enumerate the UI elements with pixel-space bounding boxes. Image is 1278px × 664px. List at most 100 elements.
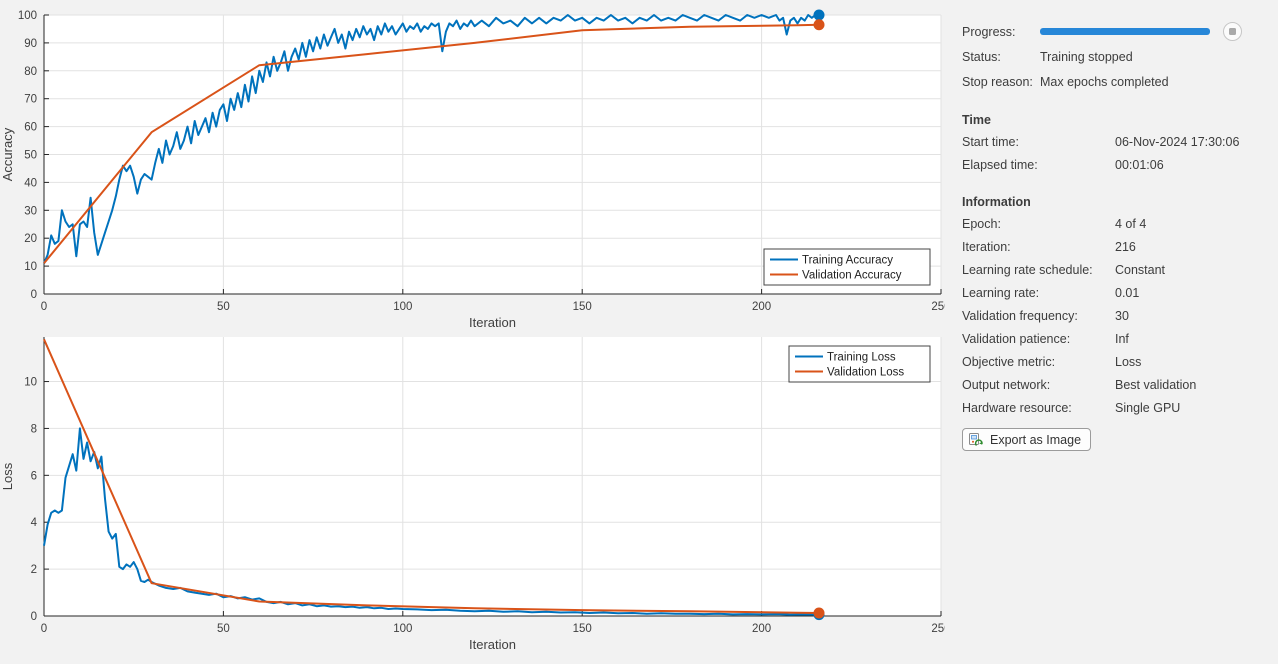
stop-reason-label: Stop reason: <box>962 74 1033 89</box>
legend-entry-0: Training Loss <box>827 352 896 364</box>
legend-box <box>788 345 931 383</box>
series-line-1 <box>43 23 820 264</box>
y-tick-label: 40 <box>24 177 37 189</box>
y-tick-label: 20 <box>24 233 37 245</box>
progress-bar <box>1040 28 1210 35</box>
y-tick-label: 30 <box>24 205 37 217</box>
x-tick-label: 0 <box>41 301 47 313</box>
legend-box <box>763 248 931 286</box>
output-network-label: Output network: <box>962 377 1051 392</box>
series-end-marker-0 <box>813 9 825 21</box>
stop-button[interactable] <box>1223 22 1242 41</box>
export-image-icon <box>969 432 983 446</box>
y-axis-label: Accuracy <box>0 127 15 181</box>
objective-metric-label: Objective metric: <box>962 354 1056 369</box>
x-tick-label: 250 <box>931 301 945 313</box>
iteration-row: Iteration: 216 <box>962 235 1278 258</box>
y-tick-label: 80 <box>24 66 37 78</box>
stop-reason-row: Stop reason: Max epochs completed <box>962 69 1278 94</box>
hardware-resource-value: Single GPU <box>1115 400 1181 415</box>
x-tick-label: 150 <box>573 623 592 635</box>
output-network-value: Best validation <box>1115 377 1197 392</box>
y-tick-label: 2 <box>31 564 37 576</box>
lr-schedule-label: Learning rate schedule: <box>962 262 1093 277</box>
hardware-resource-label: Hardware resource: <box>962 400 1072 415</box>
iteration-value: 216 <box>1115 239 1136 254</box>
x-tick-label: 150 <box>573 301 592 313</box>
y-tick-label: 50 <box>24 150 37 162</box>
objective-metric-row: Objective metric: Loss <box>962 350 1278 373</box>
export-as-image-button[interactable]: Export as Image <box>962 428 1092 451</box>
progress-row: Progress: <box>962 19 1278 44</box>
series-line-0 <box>43 14 819 264</box>
y-tick-label: 90 <box>24 38 37 50</box>
y-tick-label: 100 <box>18 10 37 22</box>
y-tick-label: 6 <box>31 470 37 482</box>
learning-rate-label: Learning rate: <box>962 285 1040 300</box>
status-value: Training stopped <box>1040 49 1133 64</box>
epoch-label: Epoch: <box>962 216 1001 231</box>
x-tick-label: 100 <box>393 301 412 313</box>
x-tick-label: 50 <box>217 301 230 313</box>
objective-metric-value: Loss <box>1115 354 1142 369</box>
validation-patience-value: Inf <box>1115 331 1129 346</box>
lr-schedule-value: Constant <box>1115 262 1166 277</box>
iteration-label: Iteration: <box>962 239 1011 254</box>
validation-patience-label: Validation patience: <box>962 331 1071 346</box>
legend: Training Accuracy Validation Accuracy <box>763 248 931 286</box>
learning-rate-row: Learning rate: 0.01 <box>962 281 1278 304</box>
x-axis-label: Iteration <box>469 315 516 330</box>
legend-entry-1: Validation Loss <box>827 367 904 379</box>
epoch-row: Epoch: 4 of 4 <box>962 212 1278 235</box>
legend-entry-0: Training Accuracy <box>802 255 893 267</box>
stop-reason-value: Max epochs completed <box>1040 74 1169 89</box>
progress-label: Progress: <box>962 24 1016 39</box>
charts-column: 0501001502002500102030405060708090100Ite… <box>0 9 945 652</box>
y-tick-label: 60 <box>24 122 37 134</box>
hardware-resource-row: Hardware resource: Single GPU <box>962 396 1278 419</box>
series-end-marker-1 <box>813 19 825 31</box>
validation-frequency-label: Validation frequency: <box>962 308 1078 323</box>
start-time-label: Start time: <box>962 134 1019 149</box>
y-tick-label: 8 <box>31 423 37 435</box>
status-label: Status: <box>962 49 1001 64</box>
y-tick-label: 0 <box>31 289 37 301</box>
epoch-value: 4 of 4 <box>1115 216 1147 231</box>
y-tick-label: 4 <box>31 517 38 529</box>
start-time-row: Start time: 06-Nov-2024 17:30:06 <box>962 130 1278 153</box>
information-section-header: Information <box>962 194 1031 209</box>
y-tick-label: 10 <box>24 377 37 389</box>
legend-entry-1: Validation Accuracy <box>802 270 902 282</box>
x-tick-label: 250 <box>931 623 945 635</box>
progress-bar-wrap <box>1040 22 1242 41</box>
x-tick-label: 0 <box>41 623 47 635</box>
x-tick-label: 50 <box>217 623 230 635</box>
y-tick-label: 70 <box>24 94 37 106</box>
lr-schedule-row: Learning rate schedule: Constant <box>962 258 1278 281</box>
export-button-label: Export as Image <box>990 432 1082 447</box>
elapsed-time-label: Elapsed time: <box>962 157 1038 172</box>
validation-patience-row: Validation patience: Inf <box>962 327 1278 350</box>
training-info-panel: Progress: Status: Training stopped Stop … <box>945 0 1278 664</box>
loss-chart: 0 50 100 150 200 250 0 2 4 6 8 10 Iteration Loss Train… <box>0 337 945 652</box>
y-axis-label: Loss <box>0 462 15 490</box>
series-line-1 <box>43 338 820 614</box>
start-time-value: 06-Nov-2024 17:30:06 <box>1115 134 1240 149</box>
y-tick-label: 0 <box>31 611 37 623</box>
stop-icon <box>1229 28 1236 35</box>
series-line-0 <box>43 427 820 616</box>
learning-rate-value: 0.01 <box>1115 285 1140 300</box>
series-end-marker-1 <box>813 607 825 619</box>
x-axis-label: Iteration <box>469 637 516 652</box>
x-tick-label: 200 <box>752 301 771 313</box>
time-section-header: Time <box>962 112 991 127</box>
elapsed-time-row: Elapsed time: 00:01:06 <box>962 153 1278 176</box>
validation-frequency-value: 30 <box>1115 308 1129 323</box>
legend: Training Loss Validation Loss <box>788 345 931 383</box>
elapsed-time-value: 00:01:06 <box>1115 157 1164 172</box>
validation-frequency-row: Validation frequency: 30 <box>962 304 1278 327</box>
y-tick-label: 10 <box>24 261 37 273</box>
accuracy-chart: 0 50 100 150 200 250 0 10 20 30 40 50 60 70 80 90 100 Ite… <box>0 9 945 330</box>
x-tick-label: 200 <box>752 623 771 635</box>
